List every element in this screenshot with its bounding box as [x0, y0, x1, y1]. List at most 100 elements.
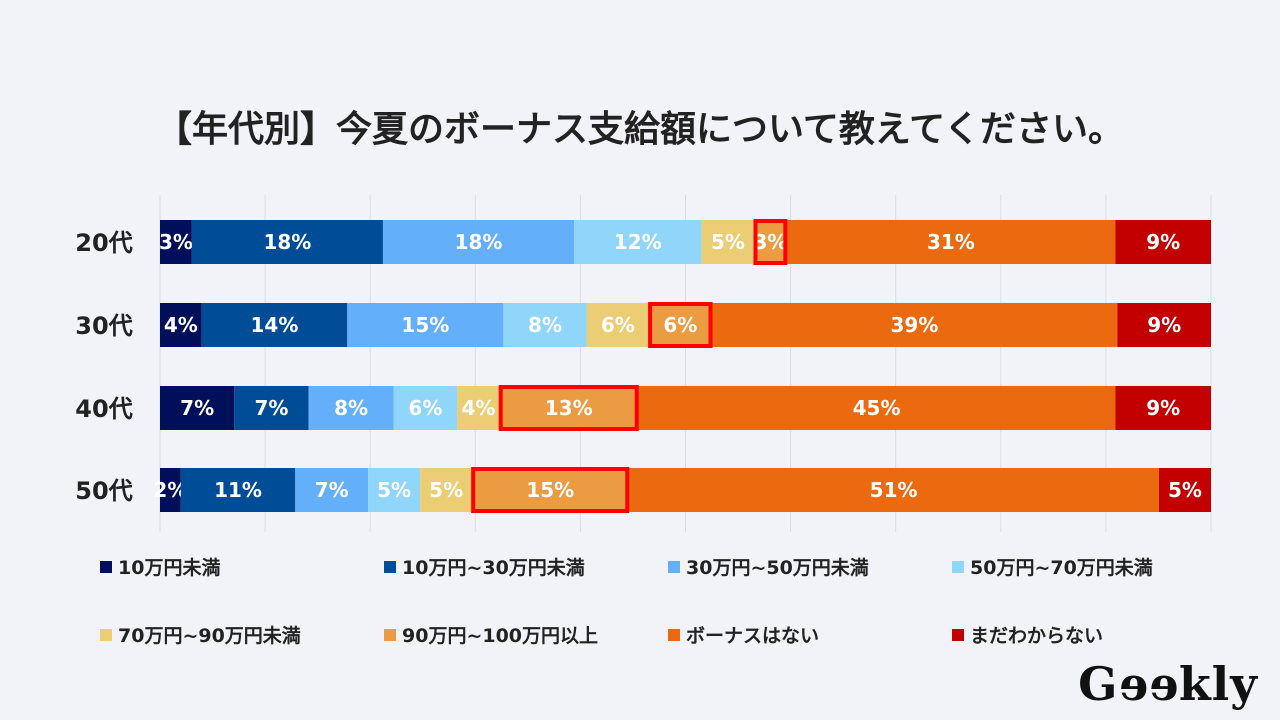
bar-segment [1158, 468, 1211, 512]
legend-label: 10万円未満 [118, 557, 221, 579]
category-label: 50代 [75, 477, 132, 505]
chart-title: 【年代別】今夏のボーナス支給額について教えてください。 [155, 109, 1125, 150]
data-label: 18% [455, 230, 503, 254]
category-label: 30代 [75, 312, 132, 340]
legend-label: ボーナスはない [686, 625, 820, 647]
bar-segment [308, 386, 394, 430]
logo-letters-ee: ee [1118, 657, 1179, 711]
bar-segment [586, 303, 650, 347]
bar-segment [1115, 386, 1211, 430]
category-label: 20代 [75, 229, 132, 257]
bar-segment [368, 468, 421, 512]
data-label: 18% [263, 230, 311, 254]
logo-letters-kly: kly [1178, 657, 1258, 711]
data-label: 5% [711, 230, 745, 254]
logo-letter-g: G [1078, 657, 1119, 711]
legend-swatch [100, 560, 112, 573]
bar-segment [457, 386, 500, 430]
data-label: 8% [334, 396, 368, 420]
data-label: 15% [401, 313, 449, 337]
data-label: 51% [870, 478, 918, 502]
data-label: 4% [462, 396, 496, 420]
bar-segment [347, 303, 504, 347]
data-label: 11% [214, 478, 262, 502]
bar-segment [574, 220, 702, 264]
highlight-box [753, 219, 788, 265]
bar-segment [472, 468, 629, 512]
legend-swatch [668, 560, 680, 573]
legend-item: 90万円~100万円以上 [384, 621, 598, 648]
data-label: 12% [614, 230, 662, 254]
bar-segment [160, 386, 235, 430]
bar-segment [160, 220, 192, 264]
bar-segment [649, 303, 712, 347]
legend-item: 10万円未満 [100, 553, 220, 580]
legend-item: 70万円~90万円未満 [100, 621, 301, 648]
data-label: 14% [251, 313, 299, 337]
highlight-box [471, 467, 630, 513]
bar-segment [754, 220, 787, 264]
data-label: 4% [164, 313, 198, 337]
legend-item: まだわからない [952, 621, 1103, 648]
legend-label: まだわからない [970, 625, 1104, 647]
bar-segment [637, 386, 1116, 430]
data-label: 3% [753, 230, 787, 254]
data-label: 7% [315, 478, 349, 502]
data-label: 9% [1146, 230, 1180, 254]
legend-label: 90万円~100万円以上 [402, 625, 599, 647]
data-label: 3% [159, 230, 193, 254]
data-label: 7% [254, 396, 288, 420]
legend-label: 30万円~50万円未満 [686, 557, 869, 579]
data-label: 5% [429, 478, 463, 502]
data-label: 5% [377, 478, 411, 502]
data-label: 9% [1146, 396, 1180, 420]
legend-label: 70万円~90万円未満 [118, 625, 301, 647]
data-label: 45% [853, 396, 901, 420]
bar-segment [420, 468, 473, 512]
bar-segment [1117, 303, 1211, 347]
data-label: 39% [890, 313, 938, 337]
data-label: 6% [663, 313, 697, 337]
bar-segment [499, 386, 638, 430]
legend-swatch [100, 628, 112, 641]
data-label: 8% [528, 313, 562, 337]
legend-item: ボーナスはない [668, 621, 819, 648]
bar-segment [711, 303, 1118, 347]
bar-segment [786, 220, 1116, 264]
bar-segment [180, 468, 296, 512]
bar-segment [382, 220, 575, 264]
bar-segment [393, 386, 458, 430]
bar-segment [295, 468, 369, 512]
highlight-box [648, 302, 713, 348]
legend-swatch [952, 560, 964, 573]
legend-swatch [384, 560, 396, 573]
bar-segment [1115, 220, 1211, 264]
legend-item: 10万円~30万円未満 [384, 553, 585, 580]
bar-segment [503, 303, 587, 347]
legend-label: 10万円~30万円未満 [402, 557, 585, 579]
legend-swatch [668, 628, 680, 641]
legend-swatch [952, 628, 964, 641]
data-label: 31% [927, 230, 975, 254]
category-label: 40代 [75, 395, 132, 423]
data-label: 15% [526, 478, 574, 502]
data-label: 9% [1147, 313, 1181, 337]
data-label: 6% [601, 313, 635, 337]
data-label: 13% [545, 396, 593, 420]
geekly-logo: Geekly [1078, 657, 1258, 711]
bar-segment [191, 220, 383, 264]
legend-label: 50万円~70万円未満 [970, 557, 1153, 579]
bar-segment [628, 468, 1159, 512]
bar-segment [160, 303, 202, 347]
legend-item: 50万円~70万円未満 [952, 553, 1153, 580]
highlight-box [498, 385, 639, 431]
legend-swatch [384, 628, 396, 641]
legend-item: 30万円~50万円未満 [668, 553, 869, 580]
bar-segment [160, 468, 181, 512]
data-label: 5% [1168, 478, 1202, 502]
bar-segment [701, 220, 755, 264]
bar-segment [201, 303, 348, 347]
data-label: 7% [180, 396, 214, 420]
data-label: 6% [408, 396, 442, 420]
